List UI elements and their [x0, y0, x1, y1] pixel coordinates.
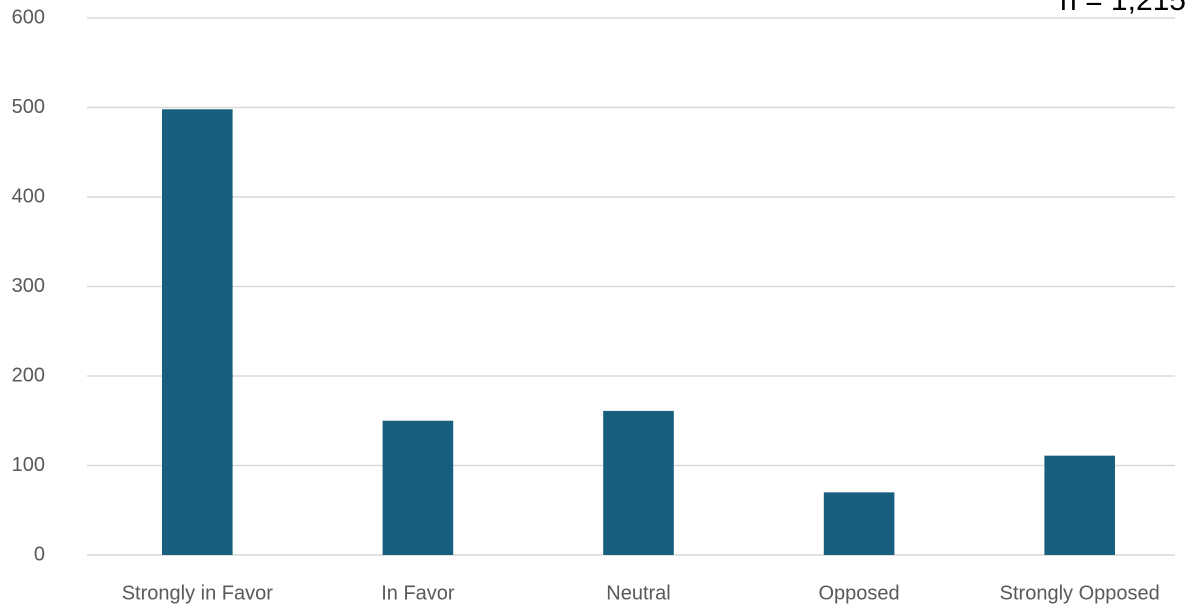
- bar: [162, 109, 233, 555]
- y-tick-label: 400: [12, 185, 45, 207]
- y-tick-label: 100: [12, 454, 45, 476]
- bar: [823, 492, 895, 555]
- y-tick-label: 200: [12, 364, 45, 386]
- bar: [382, 420, 454, 555]
- x-tick-label: In Favor: [381, 582, 455, 604]
- y-tick-label: 0: [34, 543, 45, 565]
- y-tick-label: 600: [12, 6, 45, 28]
- x-tick-label: Opposed: [819, 582, 900, 604]
- x-tick-label: Strongly Opposed: [1000, 582, 1160, 604]
- bar: [603, 410, 674, 555]
- x-tick-label: Strongly in Favor: [122, 582, 274, 604]
- y-tick-label: 300: [12, 275, 45, 297]
- annotation: n = 1,215: [1060, 0, 1186, 17]
- bar: [1044, 455, 1115, 555]
- x-tick-label: Neutral: [606, 582, 670, 604]
- y-tick-label: 500: [12, 96, 45, 118]
